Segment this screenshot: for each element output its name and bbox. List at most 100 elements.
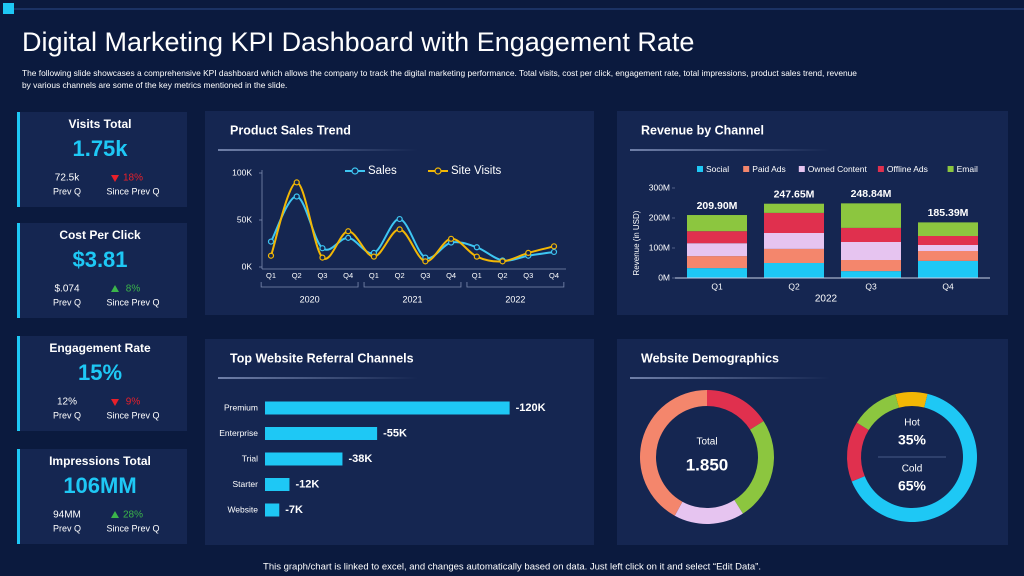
- line-point: [473, 244, 480, 251]
- line-point: [396, 226, 403, 233]
- group-label: 2020: [300, 294, 320, 304]
- center-name: Cold: [902, 464, 923, 475]
- kpi-change: 28%: [123, 510, 143, 521]
- group-bracket: [466, 282, 565, 288]
- y-tick-label: 100M: [649, 242, 670, 252]
- legend-swatch: [798, 166, 805, 172]
- line-point: [345, 234, 352, 241]
- x-tick-label: Q1: [472, 271, 482, 280]
- donut-segment: [707, 390, 764, 430]
- line-point: [396, 215, 403, 223]
- kpi-accent: [17, 112, 20, 207]
- chart-title: Top Website Referral Channels: [230, 351, 414, 365]
- bar-segment: [764, 248, 824, 263]
- panel: [205, 111, 594, 315]
- kpi-prev-label: Prev Q: [53, 186, 81, 196]
- kpi-value: 106MM: [63, 473, 136, 498]
- x-tick-label: Q1: [369, 271, 379, 280]
- line-point: [370, 253, 378, 260]
- bar: [265, 401, 510, 415]
- legend-label: Email: [957, 164, 978, 174]
- line-point: [293, 179, 300, 186]
- x-tick-label: Q3: [865, 281, 877, 291]
- bar-segment: [687, 231, 747, 244]
- kpi-title: Cost Per Click: [59, 228, 141, 242]
- legend-label: Site Visits: [451, 165, 502, 177]
- line-point: [550, 243, 558, 250]
- center-label: Total: [696, 437, 717, 448]
- kpi-card: [17, 112, 187, 207]
- kpi-title: Engagement Rate: [49, 341, 151, 355]
- kpi-change-label: Since Prev Q: [106, 410, 159, 420]
- bar-segment: [918, 260, 978, 278]
- bar-segment: [841, 271, 901, 278]
- x-tick-label: Q2: [395, 271, 405, 280]
- donut-segment: [674, 500, 743, 524]
- arrow-up: [111, 511, 119, 518]
- line-point: [345, 228, 352, 235]
- value-label: -55K: [383, 427, 407, 439]
- legend-swatch: [743, 166, 750, 172]
- kpi-title: Impressions Total: [49, 454, 151, 468]
- kpi-change-label: Since Prev Q: [106, 523, 159, 533]
- kpi-prev-value: 12%: [57, 397, 77, 408]
- arrow-down: [111, 175, 119, 182]
- chart-title: Website Demographics: [641, 351, 779, 365]
- bar: [265, 427, 378, 440]
- kpi-prev-label: Prev Q: [53, 523, 81, 533]
- kpi-title: Visits Total: [69, 117, 132, 131]
- kpi-change-label: Since Prev Q: [106, 186, 159, 196]
- arrow-up: [111, 285, 119, 292]
- y-tick-label: 300M: [649, 182, 670, 192]
- kpi-card: [17, 336, 187, 431]
- line-point: [267, 238, 275, 245]
- y-tick-label: 100K: [232, 167, 252, 177]
- center-value: 65%: [898, 478, 927, 494]
- x-tick-label: Q4: [942, 281, 954, 291]
- center-name: Hot: [904, 418, 920, 429]
- line-point: [319, 245, 326, 252]
- legend-marker: [434, 167, 442, 175]
- legend-label: Owned Content: [808, 164, 868, 174]
- bar-segment: [764, 233, 824, 249]
- center-value: 1.850: [686, 455, 729, 474]
- panel: [205, 339, 594, 545]
- line-point: [293, 193, 300, 200]
- x-tick-label: Q4: [549, 271, 559, 280]
- title-underline: [630, 149, 830, 151]
- y-axis-label: Revenue (in USD): [632, 210, 641, 275]
- value-label: -12K: [295, 478, 319, 490]
- x-tick-label: Q4: [343, 271, 353, 280]
- legend-label: Paid Ads: [752, 164, 786, 174]
- bar-segment: [918, 245, 978, 251]
- bar-segment: [841, 260, 901, 272]
- subtitle-line: by various channels are some of the key …: [22, 80, 287, 90]
- kpi-prev-value: 94MM: [53, 510, 81, 521]
- kpi-prev-value: $.074: [54, 284, 79, 295]
- kpi-card: [17, 449, 187, 544]
- line-point: [319, 254, 326, 261]
- kpi-accent: [17, 449, 20, 544]
- legend-label: Sales: [368, 165, 397, 177]
- category-label: Website: [227, 504, 258, 514]
- kpi-change: 18%: [123, 173, 143, 184]
- x-tick-label: Q2: [788, 281, 800, 291]
- bar: [265, 452, 343, 466]
- kpi-value: 1.75k: [72, 136, 128, 161]
- x-tick-label: Q1: [711, 281, 723, 291]
- bar-segment: [841, 203, 901, 228]
- total-label: 185.39M: [928, 207, 969, 219]
- kpi-change: 9%: [126, 397, 141, 408]
- total-label: 247.65M: [774, 188, 815, 200]
- total-label: 248.84M: [851, 188, 892, 200]
- category-label: Trial: [242, 453, 258, 463]
- bar-segment: [764, 203, 824, 213]
- donut-segment: [856, 394, 899, 431]
- bar-segment: [841, 242, 901, 260]
- title-underline: [630, 377, 830, 379]
- bar: [265, 478, 290, 491]
- bar-segment: [918, 222, 978, 236]
- x-axis-label: 2022: [815, 294, 838, 305]
